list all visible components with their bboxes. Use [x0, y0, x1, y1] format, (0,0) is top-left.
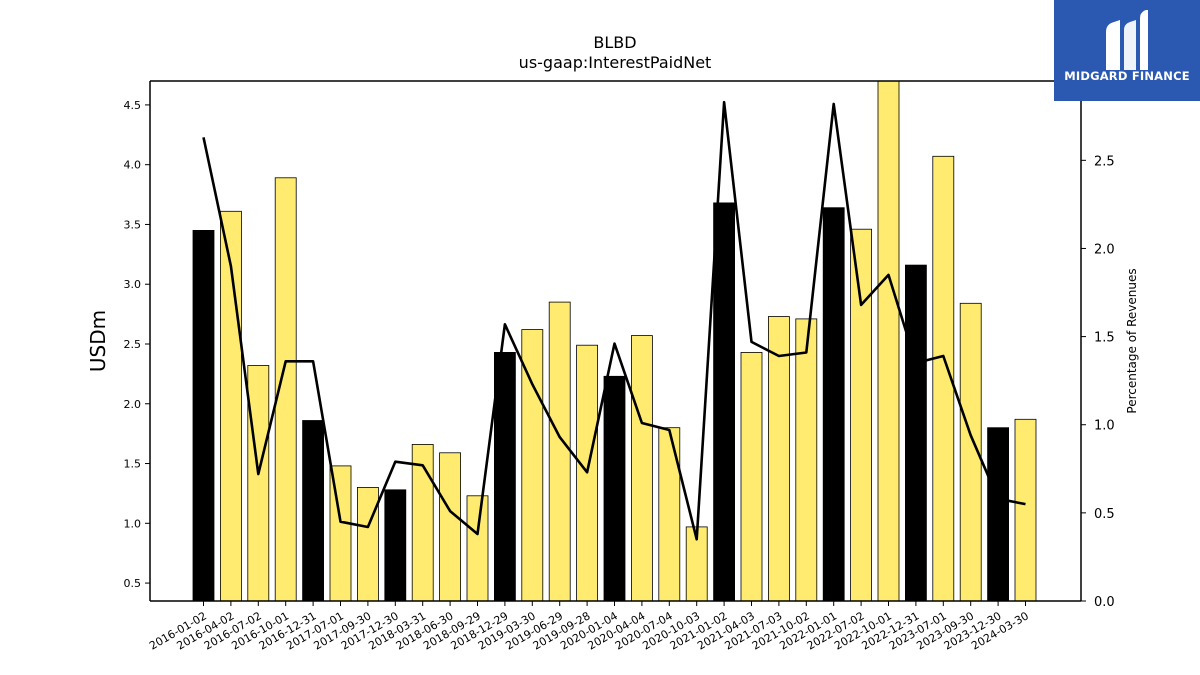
bar	[987, 427, 1009, 601]
y2-tick-label: 0.0	[1094, 595, 1115, 610]
brand-logo: MIDGARD FINANCE	[1054, 0, 1200, 101]
bar	[877, 81, 900, 601]
bar	[850, 228, 872, 601]
y2-tick-label: 2.0	[1094, 242, 1115, 257]
bar	[302, 420, 325, 601]
bar	[548, 301, 571, 601]
bar	[740, 351, 763, 601]
bar	[521, 329, 544, 601]
y-tick-label: 3.5	[124, 218, 142, 231]
bar	[493, 351, 516, 601]
y2-tick-label: 1.5	[1094, 331, 1115, 346]
percentage-line	[202, 100, 1026, 541]
bar	[384, 489, 407, 601]
midgard-m-logo-icon	[1106, 10, 1148, 70]
chart-subtitle: us-gaap:InterestPaidNet	[519, 53, 712, 72]
bar	[466, 495, 489, 601]
brand-name: MIDGARD FINANCE	[1064, 69, 1190, 83]
bar	[247, 365, 270, 601]
chart-title: BLBD	[593, 33, 636, 52]
y2-tick-label: 0.5	[1094, 507, 1115, 522]
y-tick-label: 0.5	[124, 577, 142, 590]
bar	[603, 375, 626, 601]
y-tick-label: 2.0	[124, 398, 142, 411]
y2-tick-label: 1.0	[1094, 419, 1115, 434]
bar	[959, 302, 982, 601]
bar	[822, 207, 845, 601]
bar	[905, 264, 927, 601]
bar	[768, 316, 790, 601]
bar	[795, 318, 818, 601]
y-axis-label: USDm	[86, 310, 110, 372]
y-tick-label: 4.0	[124, 159, 142, 172]
bar	[631, 335, 653, 601]
y2-tick-label: 2.5	[1094, 154, 1115, 169]
bar	[1014, 418, 1037, 601]
y-tick-label: 3.0	[124, 278, 142, 291]
bar	[356, 486, 379, 601]
bar	[439, 452, 462, 601]
bar	[713, 202, 735, 601]
bar	[329, 465, 352, 601]
line-series	[202, 100, 1026, 541]
y-tick-label: 1.0	[124, 517, 142, 530]
y2-axis-label: Percentage of Revenues	[1125, 268, 1139, 413]
bar	[658, 427, 681, 601]
y-tick-label: 2.5	[124, 338, 142, 351]
bar	[411, 443, 434, 601]
bar	[932, 155, 955, 601]
y-tick-label: 4.5	[124, 99, 142, 112]
bar	[192, 229, 215, 601]
bar	[274, 177, 297, 601]
y-tick-label: 1.5	[124, 458, 142, 471]
